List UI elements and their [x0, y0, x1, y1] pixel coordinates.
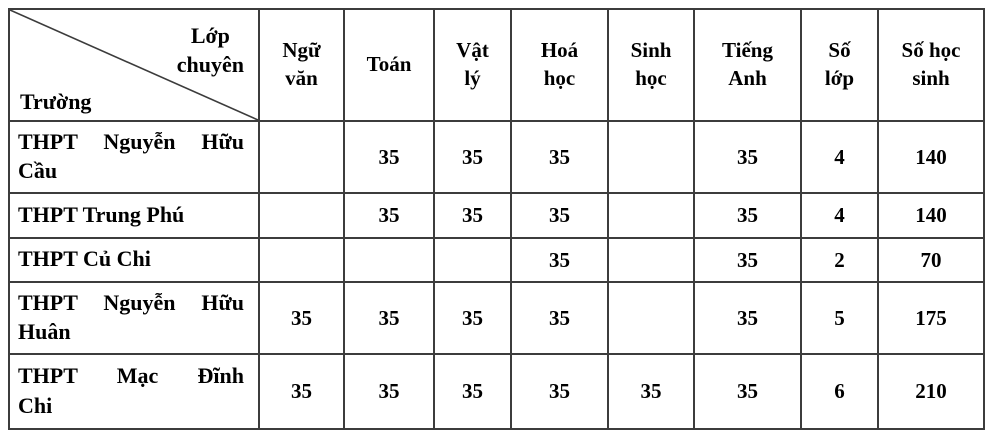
- corner-label-lop-chuyen: Lớp chuyên: [176, 23, 244, 77]
- value-cell: 35: [433, 281, 512, 355]
- value-cell: [258, 120, 345, 194]
- value-cell: [258, 237, 345, 283]
- table-row: THPT Trung Phú 35 35 35 35 4 140: [8, 192, 985, 239]
- value-cell: 70: [877, 237, 985, 283]
- value-cell: [607, 281, 695, 355]
- header-row: Lớp chuyên Trường Ngữ văn Toán Vật lý Ho…: [8, 8, 985, 122]
- value-cell: 35: [510, 353, 609, 430]
- school-name-cell: THPT Mạc Đĩnh Chi: [8, 353, 260, 430]
- value-cell: 140: [877, 192, 985, 239]
- diagonal-divider-line: [10, 10, 258, 120]
- school-name-cell: THPT Củ Chi: [8, 237, 260, 283]
- corner-label-truong: Trường: [20, 88, 92, 114]
- value-cell: 35: [693, 192, 802, 239]
- value-cell: 5: [800, 281, 879, 355]
- column-header-toan: Toán: [343, 8, 435, 122]
- value-cell: 4: [800, 120, 879, 194]
- value-cell: 35: [510, 281, 609, 355]
- column-header-vat-ly: Vật lý: [433, 8, 512, 122]
- value-cell: [607, 237, 695, 283]
- value-cell: 35: [510, 192, 609, 239]
- column-header-ngu-van: Ngữ văn: [258, 8, 345, 122]
- column-header-hoa-hoc: Hoá học: [510, 8, 609, 122]
- column-header-sinh-hoc: Sinh học: [607, 8, 695, 122]
- school-name-cell: THPT Nguyễn Hữu Huân: [8, 281, 260, 355]
- value-cell: 4: [800, 192, 879, 239]
- value-cell: 35: [258, 353, 345, 430]
- value-cell: [258, 192, 345, 239]
- value-cell: 35: [258, 281, 345, 355]
- table-row: THPT Nguyễn Hữu Huân 35 35 35 35 35 5 17…: [8, 281, 985, 355]
- value-cell: 35: [343, 281, 435, 355]
- table-row: THPT Nguyễn Hữu Cầu 35 35 35 35 4 140: [8, 120, 985, 194]
- value-cell: 35: [343, 353, 435, 430]
- value-cell: 35: [693, 353, 802, 430]
- value-cell: 35: [343, 120, 435, 194]
- value-cell: 140: [877, 120, 985, 194]
- corner-header-cell: Lớp chuyên Trường: [8, 8, 260, 122]
- value-cell: [343, 237, 435, 283]
- value-cell: [607, 120, 695, 194]
- value-cell: 35: [693, 120, 802, 194]
- value-cell: 35: [343, 192, 435, 239]
- column-header-tieng-anh: Tiếng Anh: [693, 8, 802, 122]
- value-cell: [607, 192, 695, 239]
- value-cell: 35: [510, 120, 609, 194]
- value-cell: [433, 237, 512, 283]
- school-name-cell: THPT Nguyễn Hữu Cầu: [8, 120, 260, 194]
- column-header-so-lop: Số lớp: [800, 8, 879, 122]
- value-cell: 6: [800, 353, 879, 430]
- value-cell: 35: [433, 120, 512, 194]
- value-cell: 2: [800, 237, 879, 283]
- value-cell: 35: [433, 353, 512, 430]
- school-name-cell: THPT Trung Phú: [8, 192, 260, 239]
- table-row: THPT Củ Chi 35 35 2 70: [8, 237, 985, 283]
- column-header-so-hoc-sinh: Số học sinh: [877, 8, 985, 122]
- value-cell: 35: [693, 281, 802, 355]
- value-cell: 35: [693, 237, 802, 283]
- value-cell: 35: [510, 237, 609, 283]
- value-cell: 210: [877, 353, 985, 430]
- value-cell: 175: [877, 281, 985, 355]
- table-row: THPT Mạc Đĩnh Chi 35 35 35 35 35 35 6 21…: [8, 353, 985, 430]
- specialized-classes-table: Lớp chuyên Trường Ngữ văn Toán Vật lý Ho…: [8, 8, 985, 430]
- value-cell: 35: [433, 192, 512, 239]
- value-cell: 35: [607, 353, 695, 430]
